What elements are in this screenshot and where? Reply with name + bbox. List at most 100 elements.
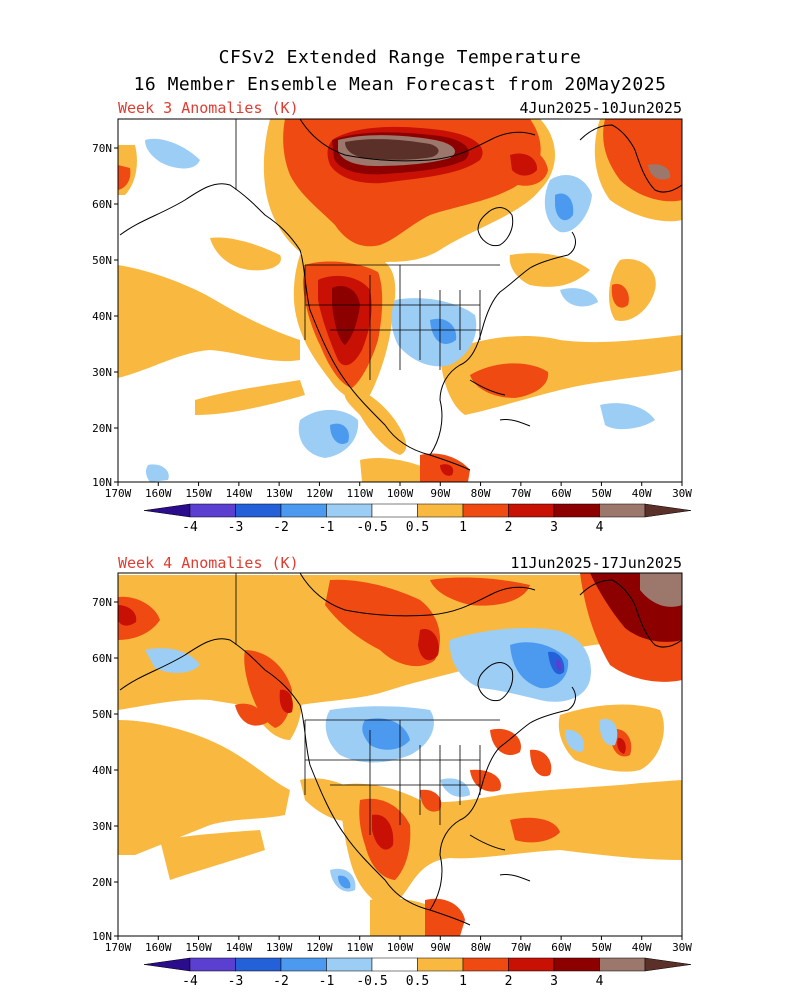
week4-dates: 11Jun2025-17Jun2025 (510, 554, 682, 572)
week4-colorbar-segment (189, 957, 236, 972)
week3-colorbar-segment (189, 503, 236, 518)
week4-lon-label: 160W (145, 941, 172, 954)
week4-lat-label: 40N (92, 764, 112, 777)
week3-colorbar-label: 3 (550, 520, 558, 535)
week3-colorbar-label: 2 (505, 520, 513, 535)
week3-lon-label: 50W (591, 487, 611, 500)
week4-lat-label: 20N (92, 876, 112, 889)
week4-colorbar-segment (326, 957, 373, 972)
week4-colorbar-segment (280, 957, 327, 972)
week3-colorbar-segment (371, 503, 418, 518)
week3-colorbar-highcap (644, 503, 692, 518)
week4-colorbar-label: 4 (596, 974, 604, 989)
week3-colorbar-segment (508, 503, 555, 518)
week3-lon-label: 170W (105, 487, 132, 500)
week3-lon-label: 140W (226, 487, 253, 500)
week3-lon-label: 130W (266, 487, 293, 500)
week3-anomaly-fields (118, 119, 682, 482)
week4-lat-label: 70N (92, 596, 112, 609)
week4-lon-label: 80W (471, 941, 491, 954)
week3-colorbar-lowcap (143, 503, 191, 518)
week4-lat-label: 60N (92, 652, 112, 665)
week4-lon-label: 150W (185, 941, 212, 954)
week3-lon-label: 100W (387, 487, 414, 500)
week4-lon-label: 40W (632, 941, 652, 954)
week4-colorbar-lowcap (143, 957, 191, 972)
week3-colorbar-label: -1 (319, 520, 335, 535)
week4-label: Week 4 Anomalies (K) (118, 554, 299, 572)
figure-title-line2: 16 Member Ensemble Mean Forecast from 20… (133, 74, 667, 95)
week3-label: Week 3 Anomalies (K) (118, 99, 299, 117)
week3-colorbar-segment (599, 503, 646, 518)
week4-colorbar-label: -3 (228, 974, 244, 989)
week4-borders (235, 573, 500, 835)
week3-lat-label: 70N (92, 142, 112, 155)
week3-lon-label: 80W (471, 487, 491, 500)
week3-lon-label: 30W (672, 487, 692, 500)
week4-colorbar-label: -1 (319, 974, 335, 989)
week3-lat-label: 50N (92, 254, 112, 267)
week4-lat-label: 50N (92, 708, 112, 721)
week3-lon-label: 90W (430, 487, 450, 500)
week4-lon-label: 50W (591, 941, 611, 954)
week3-lon-label: 40W (632, 487, 652, 500)
week3-colorbar-label: -3 (228, 520, 244, 535)
week4-colorbar-segment (599, 957, 646, 972)
week3-colorbar-label: 0.5 (406, 520, 429, 535)
week4-colorbar-segment (417, 957, 464, 972)
week3-lon-label: 150W (185, 487, 212, 500)
week4-lon-label: 30W (672, 941, 692, 954)
week4-lon-label: 140W (226, 941, 253, 954)
week3-lon-label: 70W (511, 487, 531, 500)
week3-map (118, 119, 682, 482)
week3-colorbar-segment (280, 503, 327, 518)
week4-colorbar-segment (508, 957, 555, 972)
week3-colorbar-label: -2 (273, 520, 289, 535)
week3-colorbar-segment (326, 503, 373, 518)
week3-lat-label: 60N (92, 198, 112, 211)
week3-lon-label: 160W (145, 487, 172, 500)
figure-title-line1: CFSv2 Extended Range Temperature (218, 47, 582, 68)
week4-colorbar: -4 -3 -2 -1 -0.5 0.5 1 2 3 4 (143, 957, 692, 989)
week3-lat-label: 40N (92, 310, 112, 323)
week3-lon-label: 120W (306, 487, 333, 500)
week4-lon-label: 110W (346, 941, 373, 954)
week4-lon-label: 120W (306, 941, 333, 954)
week4-map (118, 573, 682, 936)
week3-colorbar-segment (462, 503, 509, 518)
week4-colorbar-label: 3 (550, 974, 558, 989)
week3-lat-label: 10N (92, 476, 112, 489)
week4-lon-label: 170W (105, 941, 132, 954)
week4-colorbar-segment (462, 957, 509, 972)
week4-colorbar-highcap (644, 957, 692, 972)
week4-lon-label: 90W (430, 941, 450, 954)
week3-lon-label: 110W (346, 487, 373, 500)
week4-colorbar-label: 1 (459, 974, 467, 989)
week4-colorbar-segment (235, 957, 282, 972)
week3-colorbar-label: 1 (459, 520, 467, 535)
week4-lat-label: 10N (92, 930, 112, 943)
week3-colorbar-label: -0.5 (356, 520, 387, 535)
week4-colorbar-segment (371, 957, 418, 972)
week3-colorbar: -4 -3 -2 -1 -0.5 0.5 1 2 3 4 (143, 503, 692, 535)
week3-dates: 4Jun2025-10Jun2025 (519, 99, 682, 117)
week3-colorbar-label: -4 (182, 520, 198, 535)
week3-lat-label: 20N (92, 422, 112, 435)
week3-colorbar-segment (235, 503, 282, 518)
week4-colorbar-label: -0.5 (356, 974, 387, 989)
week4-colorbar-label: 2 (505, 974, 513, 989)
week4-colorbar-label: -2 (273, 974, 289, 989)
week4-lon-label: 70W (511, 941, 531, 954)
week4-lat-label: 30N (92, 820, 112, 833)
week4-lon-label: 60W (551, 941, 571, 954)
week3-colorbar-label: 4 (596, 520, 604, 535)
week4-lon-label: 130W (266, 941, 293, 954)
week3-lon-label: 60W (551, 487, 571, 500)
week3-borders (235, 119, 500, 380)
week3-lat-label: 30N (92, 366, 112, 379)
week4-colorbar-segment (553, 957, 600, 972)
week4-lon-label: 100W (387, 941, 414, 954)
